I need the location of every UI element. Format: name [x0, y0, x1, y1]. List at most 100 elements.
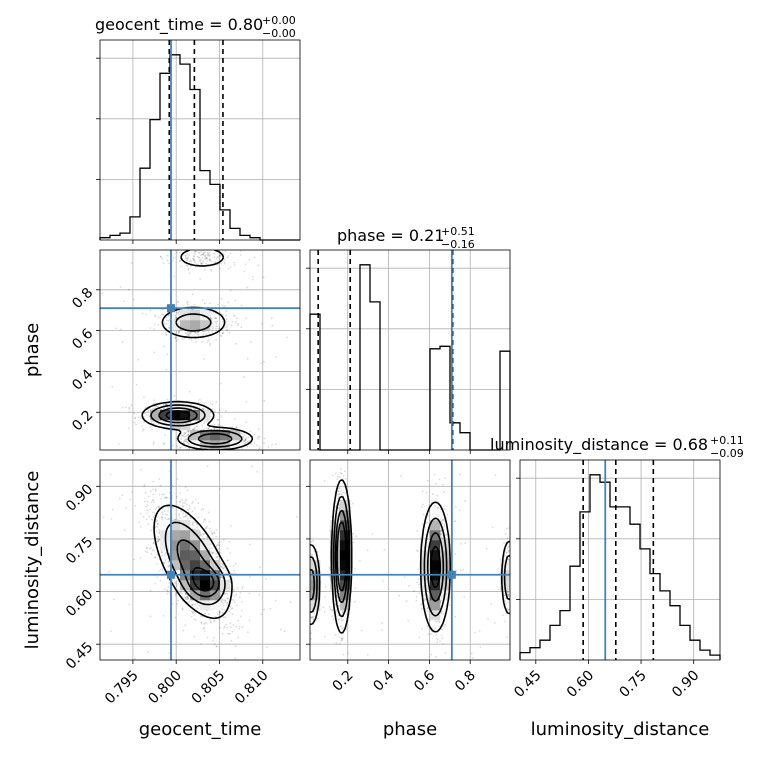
sample-point — [436, 638, 439, 641]
sample-point — [310, 632, 313, 635]
sample-point — [161, 257, 164, 260]
sample-point — [208, 252, 211, 255]
sample-point — [229, 605, 232, 608]
sample-point — [189, 332, 192, 334]
sample-point — [187, 256, 190, 258]
sample-point — [168, 565, 170, 568]
x-tick-label: 0.2 — [330, 668, 357, 695]
sample-point — [240, 326, 243, 328]
sample-point — [179, 517, 182, 519]
sample-point — [505, 551, 508, 554]
sample-point — [237, 322, 239, 325]
sample-point — [178, 331, 181, 333]
sample-point — [152, 499, 155, 502]
sample-point — [248, 592, 251, 595]
sample-point — [165, 368, 168, 371]
sample-point — [426, 479, 429, 482]
sample-point — [194, 250, 196, 253]
sample-point — [208, 520, 211, 523]
sample-point — [143, 412, 146, 415]
sample-point — [426, 607, 429, 610]
sample-point — [202, 330, 204, 333]
sample-point — [263, 399, 266, 402]
sample-point — [441, 637, 444, 640]
sample-point — [186, 265, 189, 267]
sample-point — [210, 543, 213, 546]
sample-point — [236, 587, 239, 590]
sample-point — [311, 617, 313, 619]
sample-point — [338, 490, 341, 493]
sample-point — [337, 618, 340, 621]
sample-point — [339, 472, 342, 474]
sample-point — [337, 493, 340, 496]
title-phase-upper: +0.51 — [441, 225, 475, 238]
xlabel-phase: phase — [383, 719, 437, 740]
density-cell — [190, 530, 201, 541]
density-cell — [340, 580, 351, 591]
sample-point — [504, 603, 507, 606]
sample-point — [210, 317, 213, 320]
sample-point — [225, 314, 228, 317]
sample-point — [134, 505, 137, 507]
sample-point — [186, 303, 189, 306]
sample-point — [199, 260, 202, 263]
sample-point — [181, 608, 184, 611]
sample-point — [175, 437, 178, 440]
density-cell — [180, 320, 191, 331]
sample-point — [194, 304, 196, 306]
density-cell — [180, 580, 191, 591]
ylabel-phase: phase — [22, 323, 43, 377]
sample-point — [340, 625, 342, 627]
sample-point — [203, 627, 206, 629]
sample-point — [162, 513, 164, 516]
sample-point — [179, 500, 182, 503]
sample-point — [194, 521, 196, 523]
sample-point — [224, 601, 227, 604]
sample-point — [134, 657, 136, 660]
sample-point — [338, 507, 340, 510]
sample-point — [159, 484, 162, 487]
sample-point — [202, 508, 205, 510]
sample-point — [146, 546, 149, 549]
sample-point — [213, 256, 216, 258]
sample-point — [263, 608, 265, 611]
sample-point — [189, 333, 192, 336]
sample-point — [194, 332, 197, 334]
sample-point — [424, 597, 426, 600]
y-tick-label: 0.90 — [63, 481, 96, 514]
sample-point — [177, 448, 180, 450]
sample-point — [383, 549, 386, 551]
sample-point — [338, 487, 341, 489]
sample-point — [190, 331, 193, 334]
density-cell — [200, 440, 211, 450]
sample-point — [150, 428, 153, 431]
sample-point — [214, 317, 216, 320]
sample-point — [187, 333, 189, 336]
sample-point — [286, 336, 289, 339]
sample-point — [506, 601, 509, 604]
sample-point — [143, 485, 146, 488]
sample-point — [177, 599, 180, 602]
sample-point — [235, 342, 238, 345]
sample-point — [194, 340, 197, 343]
sample-point — [151, 549, 154, 551]
sample-point — [140, 526, 142, 528]
sample-point — [226, 598, 229, 600]
sample-point — [212, 325, 214, 328]
sample-point — [242, 441, 245, 443]
density-cell — [170, 530, 181, 541]
sample-point — [228, 610, 231, 612]
sample-point — [416, 530, 418, 532]
sample-point — [154, 556, 157, 559]
contour-level — [336, 521, 441, 592]
sample-point — [214, 532, 216, 534]
sample-point — [250, 341, 252, 344]
sample-point — [192, 500, 195, 503]
sample-point — [188, 430, 191, 432]
sample-point — [242, 435, 245, 438]
sample-point — [168, 491, 171, 494]
sample-point — [316, 550, 319, 553]
sample-point — [164, 559, 167, 561]
sample-point — [459, 473, 461, 476]
density-cell — [430, 560, 441, 571]
